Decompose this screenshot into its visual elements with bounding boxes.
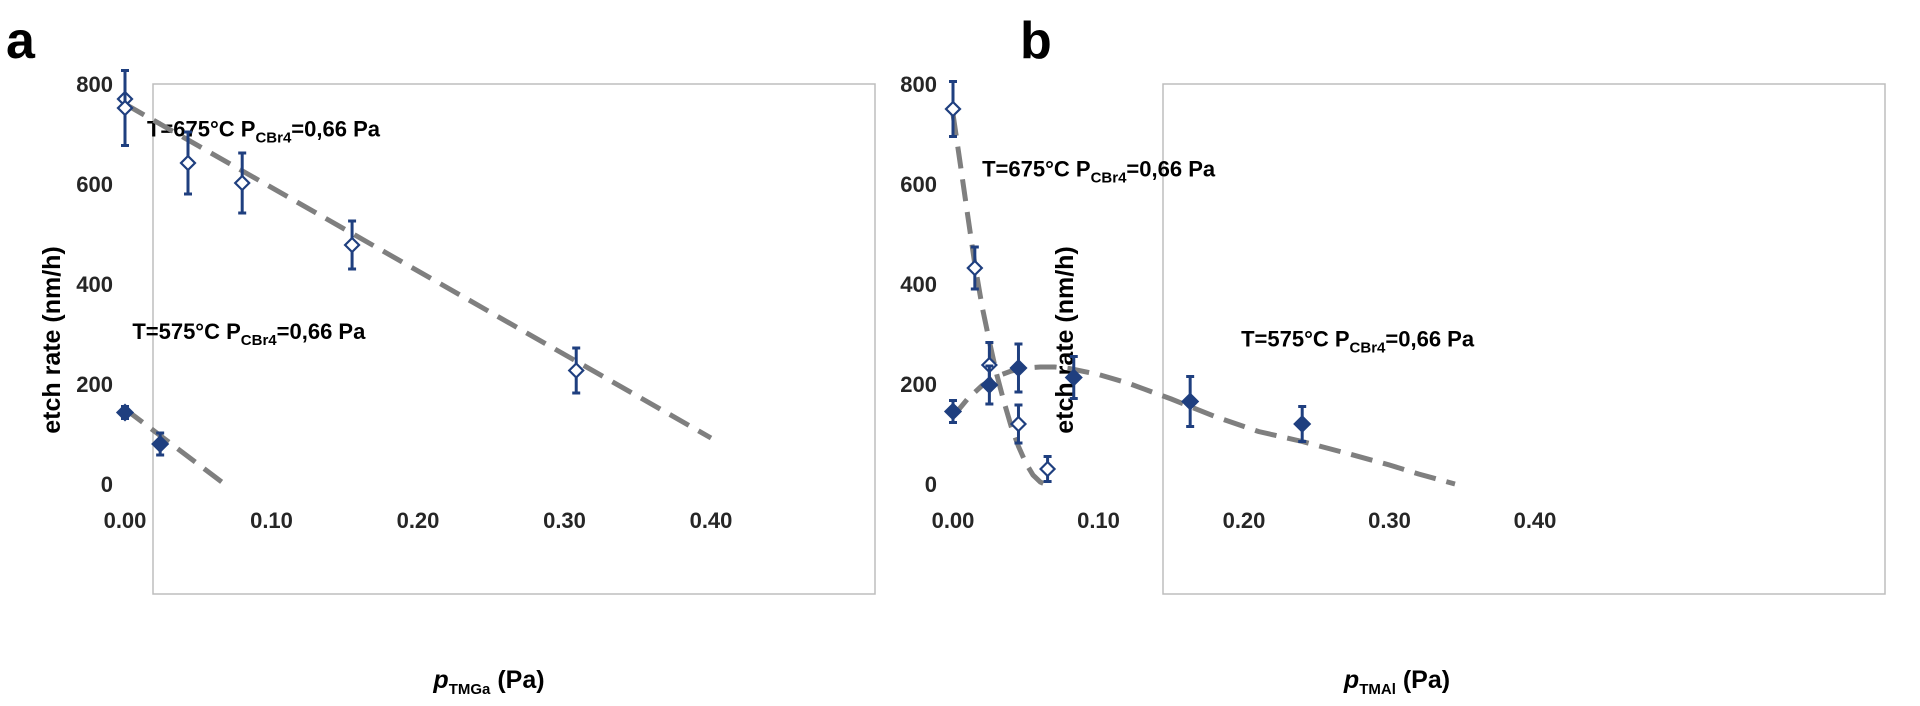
panel-a-y-tick-label: 600 — [76, 172, 113, 197]
filled-diamond-point — [1064, 368, 1083, 387]
panel-b-x-tick-label: 0.30 — [1368, 508, 1411, 533]
open-diamond-point — [1039, 460, 1057, 478]
annotation-sub: CBr4 — [1091, 170, 1128, 187]
panel-a-x-tick-label: 0.00 — [104, 508, 147, 533]
panel-a-data-points — [115, 69, 585, 457]
panel-b-x-tick-label: 0.00 — [932, 508, 975, 533]
filled-diamond-point — [1181, 392, 1200, 411]
open-diamond-point — [567, 361, 585, 380]
filled-diamond-point — [115, 403, 135, 422]
annotation-end: =0,66 Pa — [1126, 157, 1215, 182]
panel-b-x-axis-title-sub: TMAl — [1359, 681, 1396, 698]
panel-b-fit-line-1 — [950, 113, 1046, 487]
open-diamond-point — [343, 236, 361, 254]
annotation-end: =0,66 Pa — [1385, 327, 1474, 352]
panel-b-fit-lines — [950, 113, 1456, 487]
annotation-end: =0,66 Pa — [277, 319, 366, 344]
panel-a-y-tick-label: 800 — [76, 72, 113, 97]
open-diamond-point — [966, 259, 984, 277]
panel-a-annotations: T=675°C PCBr4=0,66 PaT=575°C PCBr4=0,66 … — [132, 117, 380, 350]
panel-a-x-tick-label: 0.20 — [397, 508, 440, 533]
panel-b-x-tick-label: 0.40 — [1514, 508, 1557, 533]
annotation-sub: CBr4 — [1350, 340, 1387, 357]
annotation-end: =0,66 Pa — [291, 117, 380, 142]
panel-b-annotation: T=675°C PCBr4=0,66 Pa — [982, 157, 1216, 187]
panel-b-x-ticks: 0.00 0.10 0.20 0.30 0.40 — [932, 508, 1557, 533]
panel-a-x-axis-title: pTMGa (Pa) — [432, 666, 544, 698]
panel-b-x-tick-label: 0.10 — [1077, 508, 1120, 533]
panel-b-y-axis-title: etch rate (nm/h) — [1051, 246, 1079, 434]
panel-b-y-tick-label: 0 — [925, 472, 937, 497]
panel-b-annotation: T=575°C PCBr4=0,66 Pa — [1241, 327, 1475, 357]
panel-a: a 0 200 400 600 800 0.00 0.10 0.20 0.30 0.40 etc… — [6, 12, 876, 698]
panel-a-x-tick-label: 0.40 — [690, 508, 733, 533]
annotation-main: T=575°C P — [1241, 327, 1349, 352]
panel-a-label: a — [6, 12, 36, 70]
panel-a-x-axis-title-sub: TMGa — [449, 681, 491, 698]
filled-diamond-point — [1009, 358, 1028, 378]
filled-diamond-point — [151, 434, 170, 454]
panel-a-x-tick-label: 0.10 — [250, 508, 293, 533]
filled-diamond-point — [980, 375, 999, 395]
panel-a-plot-frame — [152, 83, 876, 595]
annotation-main: T=575°C P — [132, 319, 240, 344]
panel-a-y-ticks: 0 200 400 600 800 — [76, 72, 113, 497]
panel-b-y-tick-label: 400 — [900, 272, 937, 297]
panel-b: b 0 200 400 600 800 0.00 0.10 0.20 0.30 0.40 etc… — [900, 12, 1886, 698]
filled-diamond-point — [943, 402, 963, 421]
panel-b-x-tick-label: 0.20 — [1223, 508, 1266, 533]
panel-a-fit-lines — [123, 101, 713, 487]
panel-b-fit-line-2 — [951, 364, 1456, 487]
panel-a-annotation: T=675°C PCBr4=0,66 Pa — [147, 117, 381, 147]
annotation-main: T=675°C P — [982, 157, 1090, 182]
panel-b-x-axis-title-main: p — [1343, 666, 1359, 694]
filled-diamond-point — [1293, 414, 1312, 434]
panel-b-x-axis-title: pTMAl (Pa) — [1343, 666, 1450, 698]
panel-a-fit-line-2 — [123, 407, 227, 487]
panel-b-data-points — [943, 80, 1312, 483]
panel-b-y-tick-label: 200 — [900, 372, 937, 397]
panel-b-y-tick-label: 600 — [900, 172, 937, 197]
open-diamond-point — [233, 174, 251, 192]
panel-a-x-axis-title-unit: (Pa) — [490, 666, 544, 694]
panel-b-annotations: T=675°C PCBr4=0,66 PaT=575°C PCBr4=0,66 … — [982, 157, 1475, 357]
annotation-sub: CBr4 — [255, 130, 292, 147]
panel-b-y-tick-label: 800 — [900, 72, 937, 97]
panel-b-plot-frame — [1162, 83, 1886, 595]
open-diamond-point — [1009, 415, 1028, 433]
annotation-main: T=675°C P — [147, 117, 255, 142]
panel-b-label: b — [1020, 12, 1052, 70]
panel-b-y-ticks: 0 200 400 600 800 — [900, 72, 937, 497]
panel-a-y-tick-label: 200 — [76, 372, 113, 397]
open-diamond-point — [116, 99, 134, 117]
panel-a-y-axis-title: etch rate (nm/h) — [38, 246, 66, 434]
panel-a-x-ticks: 0.00 0.10 0.20 0.30 0.40 — [104, 508, 733, 533]
panel-a-fit-line-1 — [123, 101, 713, 441]
panel-a-y-tick-label: 0 — [101, 472, 113, 497]
panel-a-y-tick-label: 400 — [76, 272, 113, 297]
panel-a-x-tick-label: 0.30 — [543, 508, 586, 533]
annotation-sub: CBr4 — [241, 332, 278, 349]
panel-a-annotation: T=575°C PCBr4=0,66 Pa — [132, 319, 366, 349]
open-diamond-point — [944, 100, 962, 118]
panel-a-x-axis-title-main: p — [432, 666, 448, 694]
open-diamond-point — [179, 154, 197, 172]
panel-b-x-axis-title-unit: (Pa) — [1396, 666, 1450, 694]
